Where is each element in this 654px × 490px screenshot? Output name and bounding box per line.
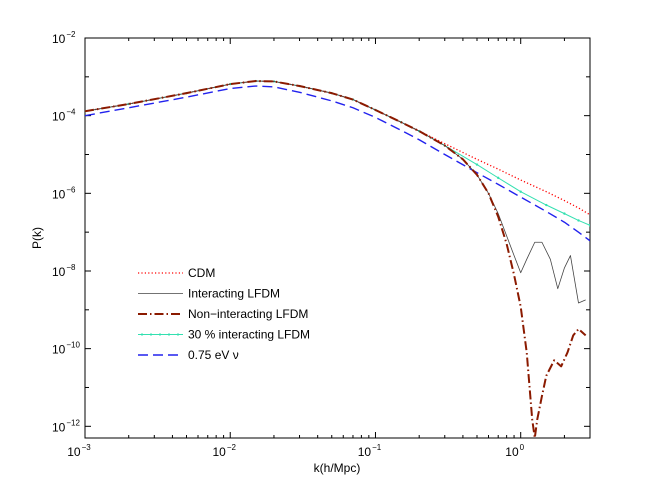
series-group [85, 79, 590, 438]
legend-label-0: CDM [188, 266, 215, 280]
x-tick-label: 10−3 [67, 443, 91, 459]
legend-swatch-marker [176, 333, 180, 336]
y-tick-labels: 10−12 10−10 10−8 10−6 10−4 10−2 [52, 30, 80, 434]
series-marker-3 [475, 163, 479, 166]
legend-swatch-marker [149, 333, 153, 336]
x-axis-label: k(h/Mpc) [314, 461, 361, 475]
series-marker-3 [588, 224, 590, 227]
y-tick-label: 10−4 [52, 108, 76, 124]
legend-label-1: Interacting LFDM [188, 287, 280, 301]
series-marker-3 [497, 176, 500, 180]
legend-label-4: 0.75 eV ν [188, 348, 239, 362]
y-axis-label: P(k) [30, 227, 44, 249]
x-tick-label: 10−2 [212, 443, 236, 459]
legend-swatch-marker [140, 333, 144, 336]
series-line-4 [85, 85, 590, 242]
y-tick-label: 10−2 [52, 30, 76, 46]
series-marker-3 [563, 212, 566, 215]
legend-swatch-marker [167, 333, 171, 336]
legend-swatch-marker [158, 333, 162, 336]
legend-label-3: 30 % interacting LFDM [188, 328, 310, 342]
series-line-2 [85, 80, 587, 438]
x-tick-labels: 10−3 10−2 10−1 100 [67, 443, 524, 459]
plot-frame [84, 37, 591, 439]
y-tick-label: 10−10 [52, 341, 80, 357]
legend: CDM Interacting LFDM Non−interacting LFDM 3… [138, 266, 310, 362]
x-tick-label: 10−1 [358, 443, 382, 459]
y-tick-label: 10−8 [52, 263, 76, 279]
series-marker-3 [577, 219, 580, 222]
series-marker-3 [519, 190, 522, 193]
x-tick-label: 100 [505, 443, 524, 459]
y-tick-label: 10−12 [52, 418, 80, 434]
legend-label-2: Non−interacting LFDM [188, 307, 308, 321]
axis-ticks [84, 37, 591, 438]
y-tick-label: 10−6 [52, 185, 76, 201]
series-marker-3 [545, 203, 548, 207]
